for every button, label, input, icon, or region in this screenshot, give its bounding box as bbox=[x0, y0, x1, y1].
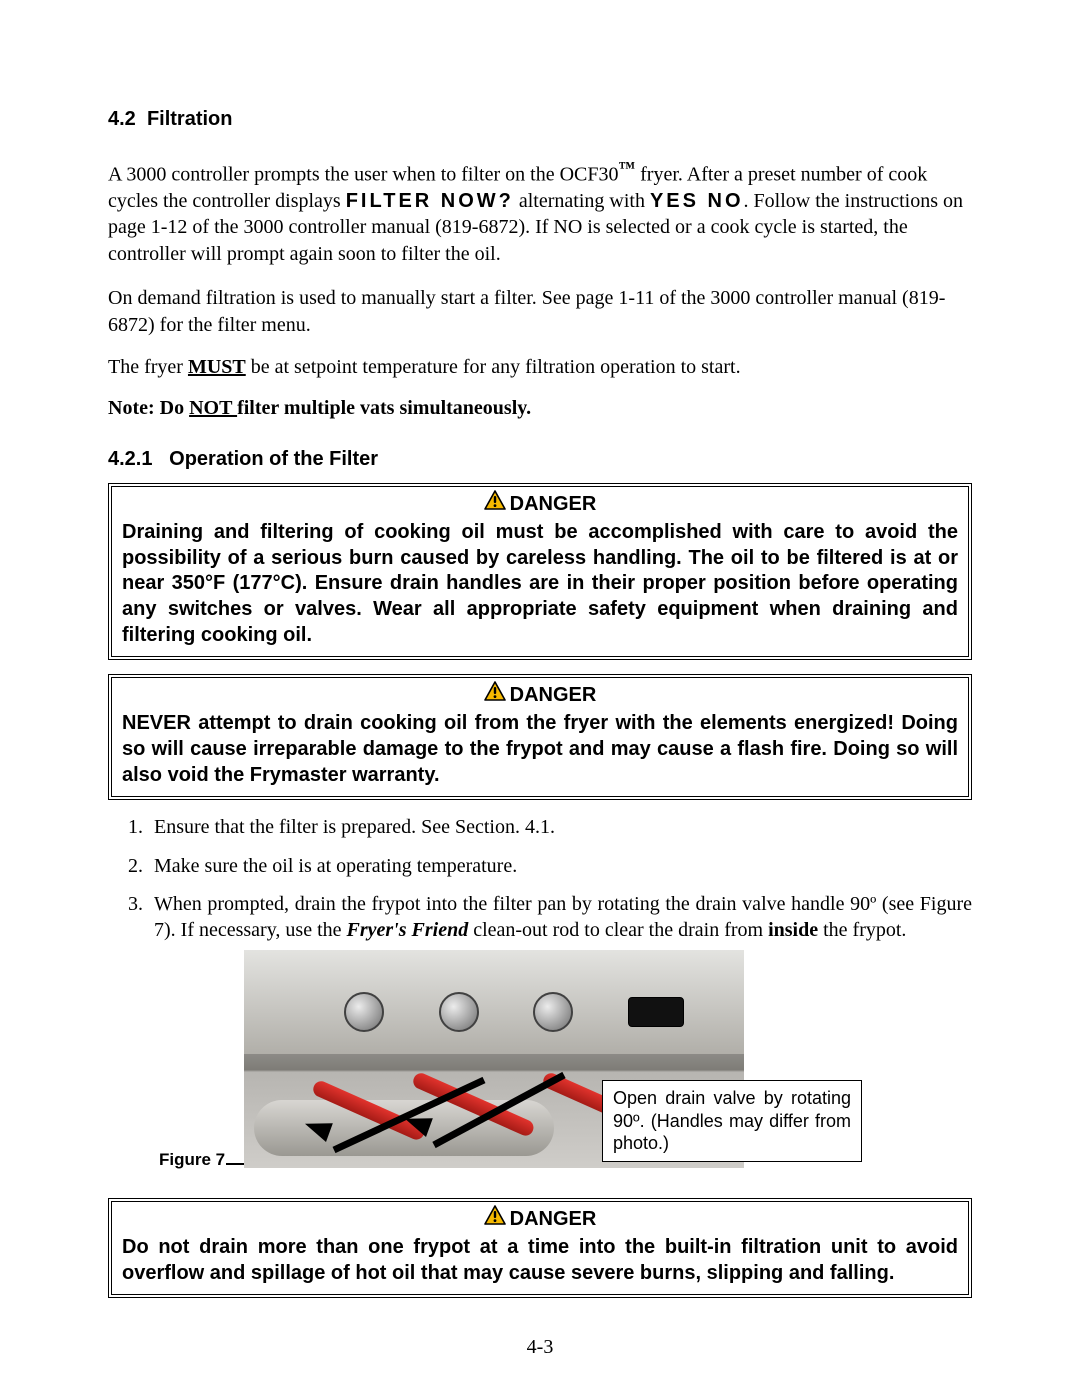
danger-title: DANGER bbox=[122, 493, 958, 516]
danger-box-3: DANGER Do not drain more than one frypot… bbox=[108, 1198, 972, 1298]
figure-label: Figure 7 bbox=[159, 1149, 225, 1171]
connector-icon bbox=[344, 992, 384, 1032]
must-word: MUST bbox=[188, 356, 246, 378]
section-heading: 4.2 Filtration bbox=[108, 108, 972, 131]
lcd-text-yes-no: YES NO bbox=[650, 190, 744, 212]
warning-triangle-icon bbox=[484, 681, 506, 707]
danger-box-1: DANGER Draining and filtering of cooking… bbox=[108, 483, 972, 660]
danger-title: DANGER bbox=[122, 684, 958, 707]
must-line: The fryer MUST be at setpoint temperatur… bbox=[108, 356, 972, 379]
danger-body-1: Draining and filtering of cooking oil mu… bbox=[122, 520, 958, 648]
warning-triangle-icon bbox=[484, 490, 506, 516]
step-list: Ensure that the filter is prepared. See … bbox=[108, 814, 972, 1180]
subsection-heading: 4.2.1 Operation of the Filter bbox=[108, 448, 972, 471]
subsection-title: Operation of the Filter bbox=[169, 448, 378, 470]
note-not-word: NOT bbox=[189, 397, 237, 419]
page-number: 4-3 bbox=[0, 1336, 1080, 1359]
section-title: Filtration bbox=[147, 108, 233, 130]
warning-triangle-icon bbox=[484, 1205, 506, 1231]
connector-icon bbox=[439, 992, 479, 1032]
paragraph-1: A 3000 controller prompts the user when … bbox=[108, 157, 972, 267]
danger-body-3: Do not drain more than one frypot at a t… bbox=[122, 1235, 958, 1286]
danger-label: DANGER bbox=[510, 1208, 597, 1230]
danger-label: DANGER bbox=[510, 493, 597, 515]
note-line: Note: Do NOT filter multiple vats simult… bbox=[108, 397, 972, 420]
danger-body-2: NEVER attempt to drain cooking oil from … bbox=[122, 711, 958, 788]
step-2: Make sure the oil is at operating temper… bbox=[148, 853, 972, 879]
figure-7: Open drain valve by rotating 90º. (Handl… bbox=[244, 950, 804, 1180]
rocker-switch-icon bbox=[628, 997, 684, 1027]
danger-label: DANGER bbox=[510, 684, 597, 706]
section-number: 4.2 bbox=[108, 108, 136, 130]
danger-title: DANGER bbox=[122, 1208, 958, 1231]
figure-label-leader bbox=[226, 1163, 244, 1165]
lcd-text-filter-now: FILTER NOW? bbox=[346, 190, 514, 212]
danger-box-2: DANGER NEVER attempt to drain cooking oi… bbox=[108, 674, 972, 800]
arrow-icon bbox=[404, 1065, 604, 1165]
step-1: Ensure that the filter is prepared. See … bbox=[148, 814, 972, 840]
paragraph-2: On demand filtration is used to manually… bbox=[108, 285, 972, 338]
connector-icon bbox=[533, 992, 573, 1032]
fryers-friend: Fryer's Friend bbox=[347, 919, 469, 941]
inside-word: inside bbox=[768, 919, 818, 941]
document-page: 4.2 Filtration A 3000 controller prompts… bbox=[0, 0, 1080, 1397]
step-3: When prompted, drain the frypot into the… bbox=[148, 891, 972, 1180]
figure-callout: Open drain valve by rotating 90º. (Handl… bbox=[602, 1080, 862, 1162]
trademark-symbol: ™ bbox=[618, 158, 635, 177]
subsection-number: 4.2.1 bbox=[108, 448, 152, 470]
